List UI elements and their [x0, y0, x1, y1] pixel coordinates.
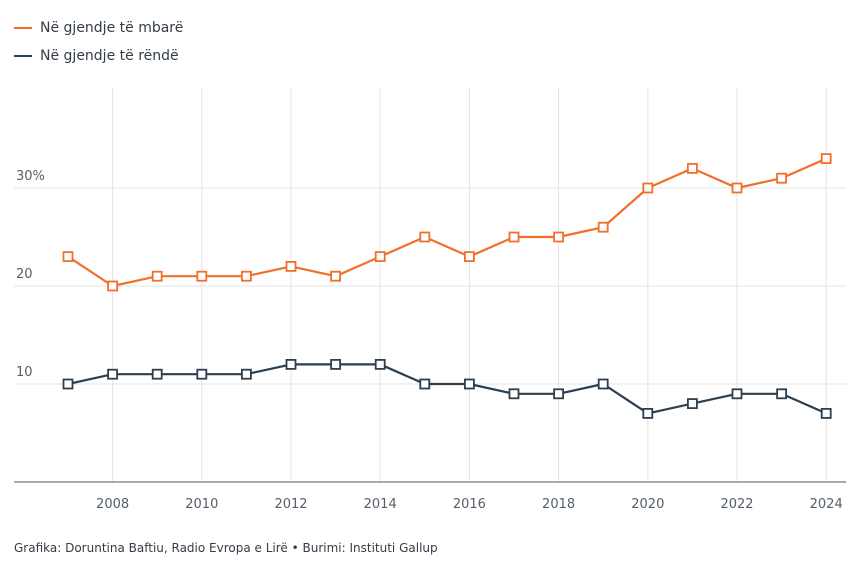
data-point-1-2014 [374, 358, 386, 370]
data-point-1-2009 [151, 368, 163, 380]
x-tick-label-2016: 2016 [453, 497, 486, 512]
y-tick-label-10: 10 [16, 365, 33, 380]
data-point-1-2007 [62, 378, 74, 390]
y-tick-label-20: 20 [16, 267, 33, 282]
legend-swatch-good [14, 27, 32, 29]
data-point-1-2021 [687, 398, 698, 410]
x-tick-label-2008: 2008 [96, 497, 129, 512]
data-point-1-2008 [107, 368, 118, 380]
data-point-0-2013 [330, 270, 342, 282]
x-tick-label-2022: 2022 [720, 497, 753, 512]
data-point-1-2022 [731, 388, 743, 400]
x-tick-label-2018: 2018 [542, 497, 575, 512]
series-line-1 [67, 363, 827, 415]
data-point-0-2011 [240, 270, 252, 282]
data-point-1-2018 [553, 388, 564, 400]
legend-swatch-bad [14, 55, 32, 57]
legend-item-bad: Në gjendje të rëndë [14, 42, 183, 70]
data-point-0-2019 [597, 221, 609, 233]
data-point-1-2010 [196, 368, 208, 380]
x-tick-label-2024: 2024 [810, 497, 843, 512]
data-point-0-2014 [374, 251, 386, 263]
data-point-0-2012 [285, 260, 297, 272]
data-point-0-2016 [463, 251, 475, 263]
data-point-0-2007 [62, 251, 74, 263]
data-point-1-2017 [508, 388, 520, 400]
data-point-1-2013 [330, 358, 342, 370]
legend-label-bad: Në gjendje të rëndë [40, 48, 179, 64]
data-point-1-2023 [776, 388, 787, 400]
data-point-0-2015 [419, 231, 431, 243]
data-point-0-2023 [776, 172, 787, 184]
data-point-0-2010 [196, 270, 208, 282]
data-point-0-2021 [687, 162, 698, 174]
data-point-0-2009 [151, 270, 163, 282]
legend-label-good: Në gjendje të mbarë [40, 20, 184, 36]
footer-credit: Grafika: Doruntina Baftiu, Radio Evropa … [14, 541, 438, 555]
data-point-0-2020 [642, 182, 654, 194]
x-tick-label-2012: 2012 [274, 497, 307, 512]
data-point-1-2019 [597, 378, 609, 390]
x-tick-label-2020: 2020 [631, 497, 664, 512]
data-point-0-2022 [731, 182, 743, 194]
legend: Në gjendje të mbarë Në gjendje të rëndë [14, 14, 183, 70]
data-point-1-2011 [240, 368, 252, 380]
series-line-0 [67, 157, 827, 288]
data-point-1-2015 [419, 378, 431, 390]
data-point-0-2008 [107, 280, 118, 292]
data-point-1-2024 [820, 407, 832, 419]
data-point-0-2017 [508, 231, 520, 243]
x-tick-label-2014: 2014 [364, 497, 397, 512]
data-point-1-2020 [642, 407, 654, 419]
y-tick-label-30: 30% [16, 169, 45, 184]
x-tick-label-2010: 2010 [185, 497, 218, 512]
data-point-0-2024 [820, 153, 832, 165]
data-point-1-2016 [463, 378, 475, 390]
data-point-0-2018 [553, 231, 564, 243]
data-point-1-2012 [285, 358, 297, 370]
legend-item-good: Në gjendje të mbarë [14, 14, 183, 42]
